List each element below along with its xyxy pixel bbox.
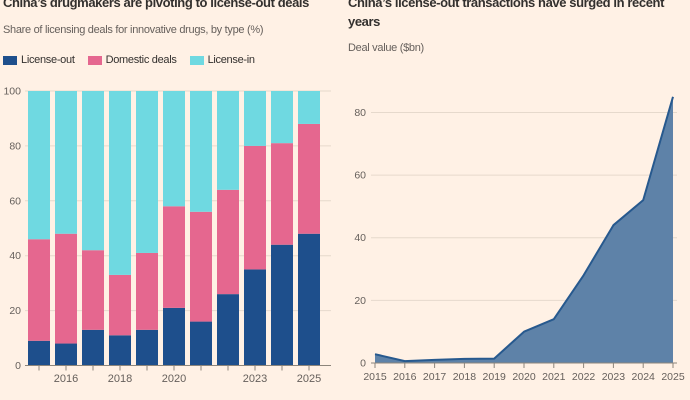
legend-item-license-out: License-out [3,54,75,66]
legend-swatch-license-out [3,55,17,65]
svg-text:20: 20 [354,295,366,307]
svg-text:0: 0 [360,358,366,370]
right-chart-subtitle: Deal value ($bn) [348,42,424,54]
svg-text:20: 20 [9,305,21,317]
svg-text:2021: 2021 [542,371,566,383]
legend-label: License-in [207,54,255,66]
area-chart: 0 20 40 60 80 2015 2016 2017 2018 2019 2020 2021 202… [354,96,685,383]
left-chart-title: China’s drugmakers are pivoting to licen… [3,0,309,10]
legend-swatch-license-in [189,55,204,65]
legend-item-domestic-deals: Domestic deals [87,54,177,66]
svg-text:40: 40 [9,250,21,262]
stacked-bar-panel: China’s drugmakers are pivoting to licen… [3,0,331,385]
stacked-bar-chart: 0 20 40 60 80 100 2016 2018 2020 2023 2025 [3,86,331,385]
svg-text:2020: 2020 [512,371,536,383]
legend-label: License-out [21,54,75,66]
svg-text:2018: 2018 [108,373,132,385]
svg-text:2017: 2017 [423,371,447,383]
svg-text:60: 60 [354,170,366,182]
svg-text:60: 60 [9,195,21,207]
svg-text:40: 40 [354,232,366,244]
svg-text:2015: 2015 [363,371,387,383]
svg-text:80: 80 [9,140,21,152]
svg-text:2024: 2024 [632,371,656,383]
legend: License-out Domestic deals License-in [3,54,255,66]
left-chart-subtitle: Share of licensing deals for innovative … [3,24,264,36]
svg-text:2018: 2018 [453,371,477,383]
svg-text:2025: 2025 [297,373,321,385]
legend-swatch-domestic-deals [87,55,102,65]
svg-text:2025: 2025 [661,371,685,383]
svg-text:2022: 2022 [572,371,596,383]
area-chart-panel: China’s license-out transactions have su… [345,0,690,400]
svg-text:100: 100 [3,86,21,98]
svg-text:2019: 2019 [483,371,507,383]
svg-text:80: 80 [354,107,366,119]
svg-text:2023: 2023 [243,373,267,385]
svg-text:0: 0 [15,360,21,372]
svg-text:2016: 2016 [54,373,78,385]
svg-text:2016: 2016 [393,371,417,383]
right-chart-title: China’s license-out transactions have su… [348,0,665,29]
legend-label: Domestic deals [105,54,177,66]
svg-text:2020: 2020 [162,373,186,385]
legend-item-license-in: License-in [189,54,255,66]
svg-text:2023: 2023 [602,371,626,383]
